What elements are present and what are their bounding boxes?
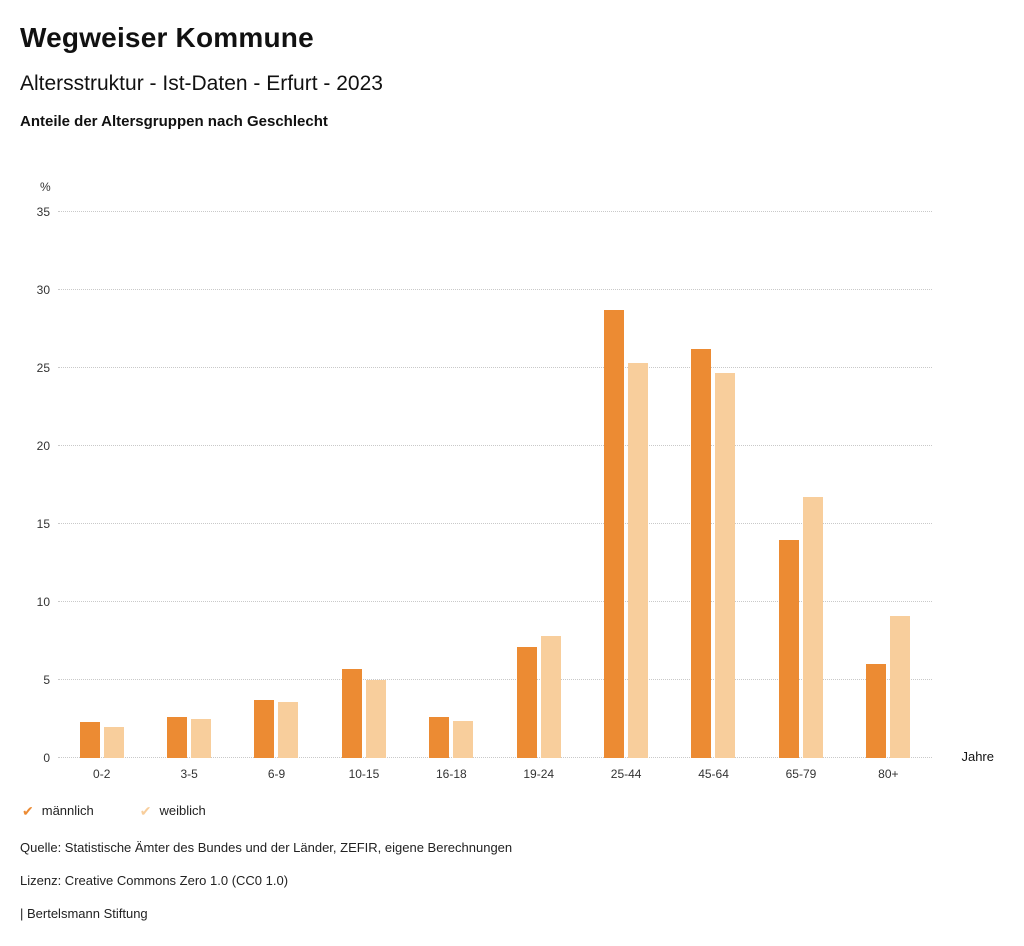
- source-text: Quelle: Statistische Ämter des Bundes un…: [20, 840, 513, 855]
- gridline-10: 10: [37, 595, 932, 609]
- bar-männlich-25-44: [604, 310, 625, 758]
- x-tick-label-80+: 80+: [878, 767, 899, 781]
- y-axis-unit-label: %: [40, 180, 51, 194]
- legend: ✔ männlich ✔ weiblich: [22, 803, 1004, 818]
- gridline-35: 35: [37, 205, 932, 219]
- bar-männlich-65-79: [778, 539, 799, 758]
- bar-group-19-24: [516, 212, 561, 758]
- gridline-25: 25: [37, 361, 932, 375]
- x-tick-label-16-18: 16-18: [435, 767, 467, 781]
- plot-area: 0 5 10 15 20 25 30 35: [37, 205, 932, 765]
- bar-weiblich-19-24: [540, 636, 561, 758]
- x-tick-label-19-24: 19-24: [523, 767, 555, 781]
- attribution-text: | Bertelsmann Stiftung: [20, 906, 148, 921]
- bars-layer: [58, 212, 932, 758]
- bar-männlich-6-9: [254, 700, 275, 758]
- check-icon: ✔: [139, 802, 152, 819]
- bar-männlich-16-18: [429, 717, 450, 758]
- bar-männlich-80+: [866, 664, 887, 758]
- y-tick-label-5: 5: [43, 673, 50, 687]
- bar-group-45-64: [691, 212, 736, 758]
- bar-group-80+: [866, 212, 911, 758]
- y-tick-label-30: 30: [36, 283, 50, 297]
- x-axis-labels: 0-2 3-5 6-9 10-15 16-18 19-24 25-44 45-64 65-79 8…: [58, 767, 932, 781]
- bar-weiblich-10-15: [365, 680, 386, 758]
- bar-weiblich-80+: [890, 616, 911, 758]
- bar-weiblich-65-79: [802, 497, 823, 758]
- bar-group-6-9: [254, 212, 299, 758]
- check-icon: ✔: [22, 802, 34, 819]
- bar-männlich-3-5: [167, 717, 188, 758]
- chart-section: % 0 5 10 15 20 25 30 35 0-2 3-5 6-9 10-15 16-18 19-2…: [20, 180, 1004, 818]
- y-tick-label-25: 25: [36, 361, 50, 375]
- gridline-0: 0: [43, 751, 932, 765]
- chart-subtitle: Altersstruktur - Ist-Daten - Erfurt - 20…: [20, 72, 383, 95]
- bar-group-16-18: [429, 212, 474, 758]
- bar-männlich-0-2: [79, 722, 100, 758]
- bar-weiblich-3-5: [191, 719, 212, 758]
- bar-group-0-2: [79, 212, 124, 758]
- x-tick-label-10-15: 10-15: [348, 767, 380, 781]
- x-tick-label-45-64: 45-64: [698, 767, 729, 781]
- bar-group-10-15: [341, 212, 386, 758]
- x-tick-label-65-79: 65-79: [785, 767, 817, 781]
- gridline-5: 5: [43, 673, 932, 687]
- legend-label: weiblich: [159, 803, 206, 818]
- legend-item-weiblich[interactable]: ✔ weiblich: [140, 803, 206, 818]
- bar-group-25-44: [604, 212, 649, 758]
- footer: Quelle: Statistische Ämter des Bundes un…: [20, 840, 1004, 921]
- x-tick-label-0-2: 0-2: [93, 767, 111, 781]
- chart-heading: Anteile der Altersgruppen nach Geschlech…: [20, 113, 328, 130]
- bar-männlich-10-15: [341, 669, 362, 758]
- y-tick-label-35: 35: [36, 205, 50, 219]
- y-tick-label-0: 0: [43, 751, 50, 765]
- y-tick-label-15: 15: [36, 517, 50, 531]
- bar-männlich-45-64: [691, 349, 712, 758]
- x-tick-label-3-5: 3-5: [180, 767, 198, 781]
- gridline-30: 30: [37, 283, 932, 297]
- bar-weiblich-16-18: [453, 720, 474, 758]
- bar-weiblich-25-44: [628, 363, 649, 758]
- legend-item-männlich[interactable]: ✔ männlich: [22, 803, 94, 818]
- plot-wrap: % 0 5 10 15 20 25 30 35 0-2 3-5 6-9 10-15 16-18 19-2…: [37, 180, 994, 781]
- page: Wegweiser Kommune Altersstruktur - Ist-D…: [20, 22, 1004, 921]
- page-title: Wegweiser Kommune: [20, 22, 314, 53]
- gridline-20: 20: [37, 439, 932, 453]
- y-tick-label-20: 20: [36, 439, 50, 453]
- bar-group-65-79: [778, 212, 823, 758]
- bar-weiblich-0-2: [103, 726, 124, 758]
- x-tick-label-6-9: 6-9: [267, 767, 286, 781]
- bar-weiblich-6-9: [278, 701, 299, 758]
- y-tick-label-10: 10: [36, 595, 50, 609]
- gridline-15: 15: [37, 517, 932, 531]
- bar-weiblich-45-64: [715, 372, 736, 758]
- license-text: Lizenz: Creative Commons Zero 1.0 (CC0 1…: [20, 873, 289, 888]
- header: Wegweiser Kommune Altersstruktur - Ist-D…: [20, 22, 1004, 130]
- legend-label: männlich: [41, 803, 94, 818]
- x-axis-unit-label: Jahre: [961, 749, 994, 764]
- bar-männlich-19-24: [516, 647, 537, 758]
- x-tick-label-25-44: 25-44: [610, 767, 642, 781]
- bar-group-3-5: [167, 212, 212, 758]
